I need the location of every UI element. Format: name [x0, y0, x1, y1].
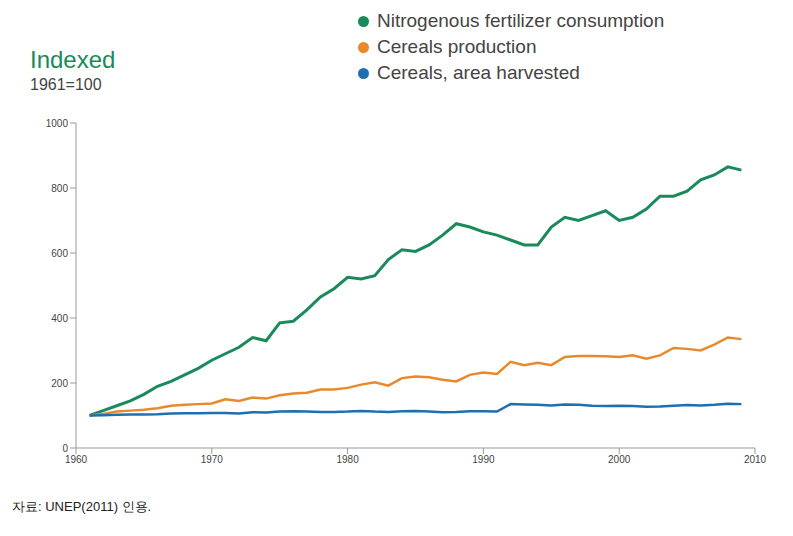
svg-text:1960: 1960 — [65, 454, 88, 465]
html-text:Cereals production: Cereals production — [377, 36, 537, 57]
svg-text:1000: 1000 — [46, 118, 69, 129]
svg-text:800: 800 — [51, 183, 68, 194]
html-text:1961=100: 1961=100 — [30, 76, 102, 93]
svg-text:1980: 1980 — [336, 454, 359, 465]
html-text:Nitrogenous fertilizer consump: Nitrogenous fertilizer consumption — [377, 10, 665, 31]
svg-text:600: 600 — [51, 248, 68, 259]
svg-text:400: 400 — [51, 313, 68, 324]
svg-text:200: 200 — [51, 378, 68, 389]
svg-text:1970: 1970 — [201, 454, 224, 465]
html-text:Cereals, area harvested: Cereals, area harvested — [377, 62, 580, 83]
svg-text:2010: 2010 — [744, 454, 767, 465]
svg-text:0: 0 — [62, 443, 68, 454]
html-text:Indexed: Indexed — [30, 46, 116, 73]
svg-text:1990: 1990 — [472, 454, 495, 465]
html-text:자료: UNEP(2011) 인용.: 자료: UNEP(2011) 인용. — [12, 499, 152, 514]
svg-text:2000: 2000 — [608, 454, 631, 465]
